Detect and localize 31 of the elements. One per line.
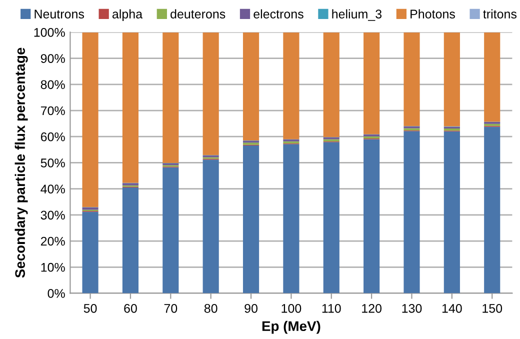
legend-label: Photons (410, 9, 455, 18)
x-tick-label: 50 (84, 304, 97, 313)
legend-label: electrons (254, 9, 304, 18)
y-tick-label: 80% (40, 80, 65, 90)
x-tick-label: 80 (204, 304, 218, 313)
y-tick-label: 40% (40, 184, 65, 194)
y-axis-title: Secondary particle flux percentage (14, 48, 28, 278)
x-tick-label: 110 (322, 304, 341, 313)
x-axis-title: Ep (MeV) (262, 320, 320, 334)
x-tick-label: 140 (442, 304, 462, 313)
legend-label: Neutrons (34, 10, 84, 18)
legend-label: deuterons (170, 9, 226, 18)
x-tick-label: 100 (282, 304, 302, 313)
x-tick-label: 120 (362, 304, 382, 313)
y-tick-label: 0% (48, 289, 65, 298)
y-tick-label: 30% (40, 210, 65, 220)
x-tick-label: 150 (482, 304, 502, 313)
legend-label: tritons (483, 9, 517, 18)
y-tick-label: 10% (41, 262, 65, 272)
y-tick-label: 50% (40, 158, 65, 168)
x-tick-label: 70 (164, 304, 178, 313)
legend-label: helium_3 (332, 9, 382, 21)
y-tick-label: 20% (40, 236, 65, 246)
y-tick-label: 60% (40, 132, 65, 142)
legend-label: alpha (112, 9, 143, 21)
x-tick-label: 60 (124, 304, 137, 313)
x-tick-label: 130 (402, 304, 422, 313)
y-tick-label: 100% (34, 28, 65, 37)
y-tick-label: 90% (40, 54, 65, 63)
x-tick-label: 90 (244, 304, 258, 313)
y-tick-label: 70% (40, 106, 65, 116)
